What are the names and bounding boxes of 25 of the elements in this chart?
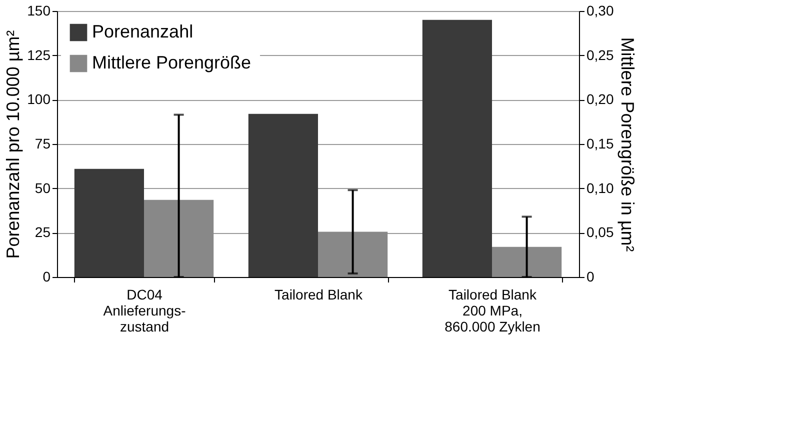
y2-tick-label: 0,20 xyxy=(586,91,614,108)
y-tick-label: 150 xyxy=(27,2,51,18)
y-tick-label: 25 xyxy=(34,224,51,240)
y-axis-title: Porenanzahl pro 10.000 µm² xyxy=(3,30,24,259)
x-tick-label: Tailored Blank 200 MPa, 860.000 Zyklen xyxy=(444,286,540,334)
y-tick-label: 125 xyxy=(27,46,51,63)
y-tick-label: 100 xyxy=(27,91,51,108)
y2-tick-label: 0,15 xyxy=(586,136,614,152)
y2-tick-label: 0,05 xyxy=(586,224,614,240)
y-tick-label: 75 xyxy=(34,136,51,152)
y2-tick-label: 0,10 xyxy=(586,180,614,196)
bar xyxy=(492,246,562,277)
bar xyxy=(422,20,492,277)
y-tick-label: 50 xyxy=(34,180,51,196)
y2-axis-title: Mittlere Porengröße in µm² xyxy=(618,37,638,252)
y2-tick-label: 0,25 xyxy=(586,46,614,63)
bar xyxy=(248,114,318,277)
legend-label: Mittlere Porengröße xyxy=(92,52,252,72)
y2-tick-label: 0 xyxy=(586,268,594,284)
x-tick-label: DC04 Anlieferungs- zustand xyxy=(103,286,186,334)
x-tick-label: Tailored Blank xyxy=(274,286,364,302)
y-tick-label: 0 xyxy=(42,268,51,284)
y2-tick-label: 0,30 xyxy=(586,2,614,18)
legend-label: Porenanzahl xyxy=(92,22,194,42)
bar xyxy=(318,232,388,277)
